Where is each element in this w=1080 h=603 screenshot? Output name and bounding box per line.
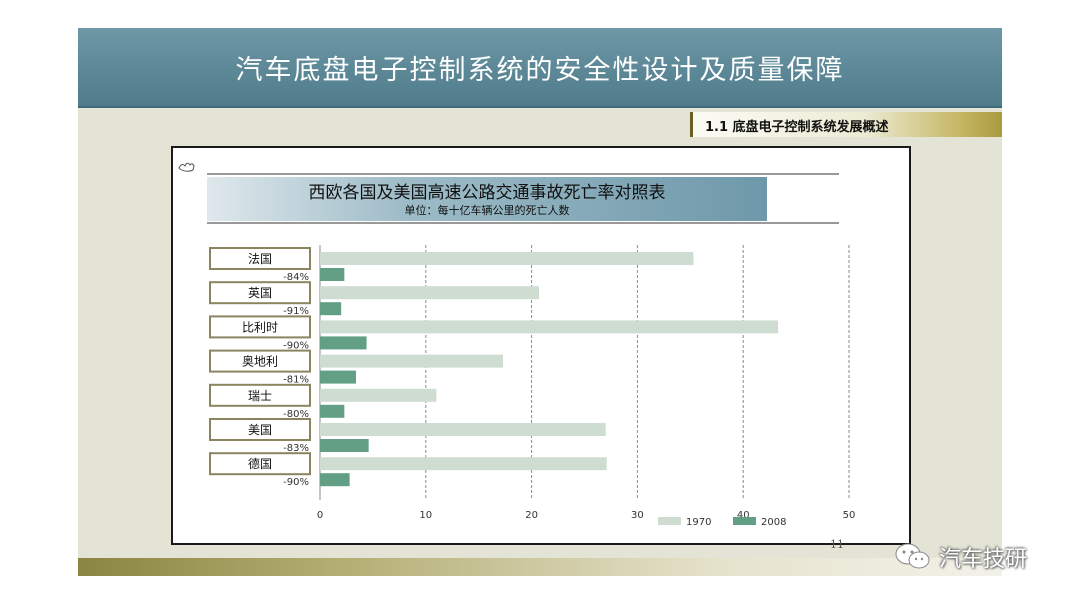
x-tick-label: 0 — [317, 510, 323, 521]
hand-icon — [178, 162, 195, 172]
category-label: 法国 — [248, 252, 272, 266]
category-label-box — [209, 452, 311, 476]
bar-2008 — [320, 302, 342, 316]
watermark: 汽车技研 — [893, 540, 1027, 574]
chart-subtitle: 单位：每十亿车辆公里的死亡人数 — [405, 203, 570, 217]
watermark-text: 汽车技研 — [939, 547, 1028, 572]
bar-1970 — [320, 252, 694, 265]
bar-1970 — [320, 320, 779, 334]
page-number: 11 — [830, 538, 844, 551]
section-tab: 1.1 底盘电子控制系统发展概述 — [690, 112, 1002, 137]
category-label-box — [209, 383, 311, 407]
plot-area: 0 10 20 30 40 50法国-84%英国-91%比利时-90%奥地利-81%瑞士-… — [209, 245, 856, 521]
category-label-box — [209, 315, 311, 339]
category-label: 德国 — [248, 456, 272, 471]
slide-header: 汽车底盘电子控制系统的安全性设计及质量保障 — [78, 28, 1002, 108]
category-change-note: -80% — [283, 409, 309, 420]
bar-2008 — [320, 473, 350, 487]
category-label: 英国 — [248, 286, 272, 300]
category-label-box — [209, 281, 311, 305]
legend-label-2008: 2008 — [761, 517, 786, 528]
chart-card: 西欧各国及美国高速公路交通事故死亡率对照表 单位：每十亿车辆公里的死亡人数 0 1… — [171, 146, 911, 545]
chart-legend: 1970 2008 — [658, 517, 786, 528]
chart-title: 西欧各国及美国高速公路交通事故死亡率对照表 — [309, 183, 666, 203]
category-label: 比利时 — [242, 320, 278, 334]
wechat-icon — [895, 543, 930, 569]
bar-chart: 西欧各国及美国高速公路交通事故死亡率对照表 单位：每十亿车辆公里的死亡人数 0 1… — [178, 162, 856, 528]
bar-1970 — [320, 354, 504, 368]
bar-1970 — [320, 423, 606, 436]
bar-2008 — [320, 439, 369, 452]
legend-swatch-2008 — [733, 517, 756, 525]
bar-1970 — [320, 286, 540, 300]
bar-2008 — [320, 370, 356, 384]
category-label: 奥地利 — [242, 355, 278, 369]
category-label-box — [209, 247, 311, 270]
category-change-note: -90% — [283, 340, 309, 351]
chart-title-band — [207, 177, 767, 221]
category-change-note: -83% — [283, 443, 309, 454]
category-label: 美国 — [248, 423, 272, 437]
x-tick-label: 30 — [631, 510, 644, 521]
category-label-box — [209, 418, 311, 441]
bar-1970 — [320, 388, 437, 402]
section-tab-label: 1.1 底盘电子控制系统发展概述 — [705, 120, 889, 135]
category-label: 瑞士 — [248, 389, 272, 403]
bar-2008 — [320, 268, 345, 281]
category-change-note: -90% — [283, 477, 309, 488]
bar-2008 — [320, 404, 345, 418]
category-change-note: -81% — [283, 375, 309, 386]
x-tick-label: 20 — [525, 510, 538, 521]
slide: 汽车底盘电子控制系统的安全性设计及质量保障 1.1 底盘电子控制系统发展概述 西… — [78, 28, 1002, 576]
x-tick-label: 10 — [419, 510, 432, 521]
slide-title: 汽车底盘电子控制系统的安全性设计及质量保障 — [235, 55, 845, 86]
x-tick-label: 40 — [737, 510, 750, 521]
category-change-note: -91% — [283, 306, 309, 317]
bar-2008 — [320, 336, 367, 350]
category-change-note: -84% — [283, 272, 309, 283]
bar-1970 — [320, 457, 607, 471]
x-tick-label: 50 — [843, 510, 856, 521]
category-label-box — [209, 349, 311, 373]
legend-label-1970: 1970 — [686, 517, 711, 528]
legend-swatch-1970 — [658, 517, 681, 525]
footer-bar — [78, 558, 1002, 576]
